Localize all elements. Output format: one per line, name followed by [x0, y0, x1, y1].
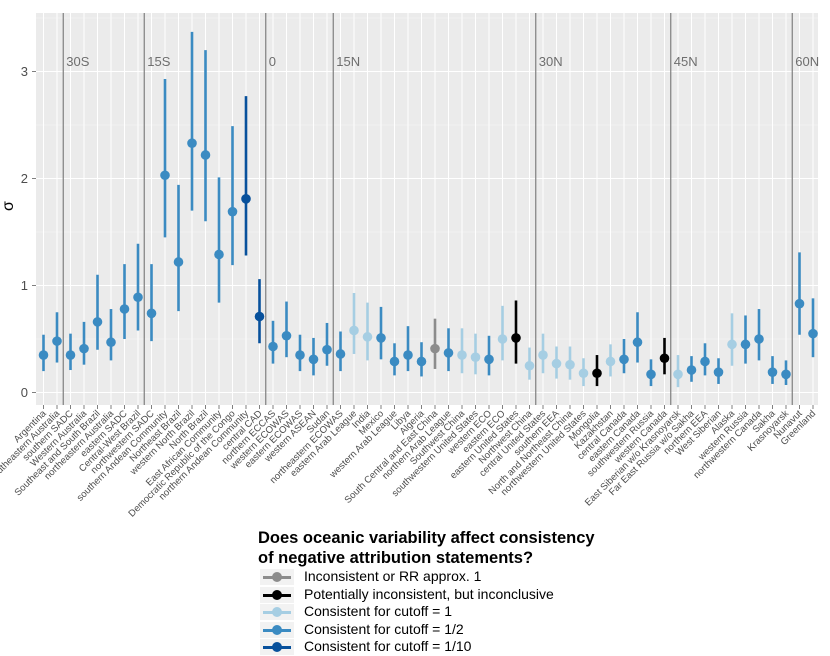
legend-item-inconclusive: Potentially inconsistent, but inconclusi…	[258, 586, 638, 604]
data-point	[79, 343, 89, 354]
data-point	[592, 368, 602, 379]
data-point	[119, 304, 130, 314]
data-point	[52, 336, 62, 346]
latitude-label: 45N	[674, 54, 698, 69]
data-point	[227, 206, 238, 217]
data-point	[781, 369, 791, 380]
legend-item-cutoff-1: Consistent for cutoff = 1	[258, 603, 638, 621]
data-point	[173, 257, 184, 267]
data-point	[673, 369, 683, 380]
data-point	[335, 349, 346, 359]
data-point	[241, 194, 251, 204]
data-point	[497, 334, 508, 344]
latitude-label: 15S	[147, 54, 170, 69]
data-point	[349, 325, 359, 336]
data-point	[754, 334, 764, 344]
latitude-label: 15N	[336, 54, 360, 69]
data-point	[200, 150, 211, 160]
y-tick-label: 0	[21, 385, 28, 400]
data-point	[470, 352, 481, 362]
data-point	[578, 368, 589, 379]
data-point	[92, 317, 103, 327]
data-point	[133, 292, 143, 303]
latitude-markers: 30S 15S 0 15N 30N 45N 60N	[62, 13, 819, 405]
data-point	[416, 356, 427, 367]
data-point	[659, 353, 670, 364]
plot-panel	[36, 13, 818, 405]
legend-key-cutoff-half	[260, 621, 294, 638]
latitude-label: 30N	[539, 54, 563, 69]
data-point	[187, 138, 197, 148]
data-point	[322, 344, 332, 355]
data-point	[713, 367, 724, 377]
legend-label-cutoff-half: Consistent for cutoff = 1/2	[304, 620, 464, 637]
data-point	[430, 343, 440, 354]
data-point	[565, 359, 575, 370]
legend-title-line-2: of negative attribution statements?	[258, 549, 534, 567]
data-point	[160, 170, 170, 181]
legend-item-cutoff-half: Consistent for cutoff = 1/2	[258, 621, 638, 639]
data-point	[700, 356, 710, 367]
y-tick-label: 1	[21, 278, 28, 293]
data-point	[389, 356, 400, 367]
data-point	[632, 337, 643, 348]
latitude-label: 60N	[795, 54, 819, 69]
legend-title: Does oceanic variability affect consiste…	[258, 528, 638, 568]
data-point	[146, 308, 157, 319]
legend-label-cutoff-tenth: Consistent for cutoff = 1/10	[304, 638, 472, 654]
latitude-label: 0	[269, 54, 276, 69]
legend-label-cutoff-1: Consistent for cutoff = 1	[304, 603, 452, 619]
data-point	[740, 339, 751, 350]
legend-item-cutoff-tenth: Consistent for cutoff = 1/10	[258, 638, 638, 656]
legend-label-inconclusive: Potentially inconsistent, but inconclusi…	[304, 585, 554, 602]
legend-item-inconsistent: Inconsistent or RR approx. 1	[258, 568, 638, 586]
data-point	[38, 350, 49, 360]
legend-key-cutoff-1	[260, 604, 294, 620]
data-point	[295, 350, 305, 360]
legend-key-inconsistent	[260, 569, 294, 585]
data-point	[281, 330, 292, 341]
data-point	[727, 339, 737, 350]
data-point	[403, 350, 413, 360]
data-point	[443, 348, 454, 358]
data-point	[767, 367, 778, 377]
data-point	[808, 328, 818, 339]
data-point	[551, 358, 562, 369]
data-point	[376, 333, 386, 343]
legend-label-inconsistent: Inconsistent or RR approx. 1	[304, 568, 482, 584]
y-axis: 0 1 2 3	[21, 64, 36, 400]
y-tick-label: 3	[21, 64, 28, 79]
y-tick-label: 2	[21, 171, 28, 186]
data-point	[106, 337, 116, 348]
data-point	[214, 249, 224, 260]
data-point	[646, 369, 656, 380]
legend-title-line-1: Does oceanic variability affect consiste…	[258, 529, 595, 547]
legend: Does oceanic variability affect consiste…	[258, 528, 638, 656]
y-axis-label: σ	[0, 201, 17, 211]
data-point	[65, 350, 76, 360]
data-point	[457, 350, 467, 360]
data-point	[686, 365, 697, 375]
legend-key-cutoff-tenth	[260, 639, 294, 655]
data-point	[254, 311, 265, 322]
data-point	[362, 332, 373, 342]
data-point	[524, 360, 535, 371]
data-point	[484, 354, 494, 365]
legend-key-inconclusive	[260, 586, 294, 603]
data-point	[605, 356, 616, 367]
data-points	[38, 31, 818, 388]
data-point	[619, 354, 629, 365]
data-point	[308, 354, 319, 365]
data-point	[511, 333, 521, 343]
data-point	[538, 350, 548, 360]
attribution-chart: 30S 15S 0 15N 30N 45N 60N 0 1 2 3 Argentinasouthe…	[0, 13, 819, 519]
data-point	[268, 341, 278, 352]
data-point	[794, 298, 805, 309]
latitude-label: 30S	[66, 54, 89, 69]
